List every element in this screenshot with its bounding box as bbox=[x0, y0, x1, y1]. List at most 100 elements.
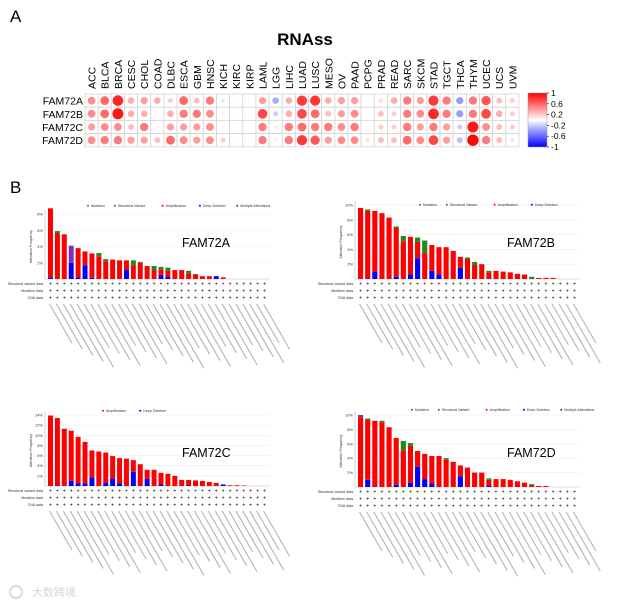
x-tick-label bbox=[408, 303, 442, 360]
correlation-dot bbox=[192, 109, 201, 118]
bar-segment-deep-deletion bbox=[117, 483, 123, 486]
x-tick-label bbox=[359, 511, 383, 552]
data-available-mark: + bbox=[90, 503, 93, 509]
data-available-mark: + bbox=[146, 289, 149, 295]
data-available-mark: + bbox=[502, 490, 505, 496]
column-label: OV bbox=[336, 74, 348, 89]
bar-segment-deep-deletion bbox=[457, 476, 463, 487]
data-available-mark: + bbox=[222, 496, 225, 502]
bar-segment-deep-deletion bbox=[457, 267, 463, 279]
data-available-mark: + bbox=[537, 504, 540, 510]
x-tick-label bbox=[487, 303, 514, 349]
bar-segment-mutation bbox=[472, 261, 478, 265]
data-available-mark: + bbox=[430, 490, 433, 496]
data-available-mark: + bbox=[229, 496, 232, 502]
correlation-dot bbox=[205, 96, 215, 105]
column-label: LAML bbox=[258, 61, 270, 89]
bar-segment-amplification bbox=[500, 271, 506, 279]
data-available-mark: + bbox=[118, 289, 121, 295]
correlation-dot bbox=[365, 138, 370, 143]
x-tick-label bbox=[104, 510, 141, 574]
correlation-dot bbox=[378, 98, 383, 103]
column-label: UVM bbox=[507, 66, 519, 89]
data-available-mark: + bbox=[573, 282, 576, 288]
data-available-mark: + bbox=[249, 282, 252, 288]
data-available-mark: + bbox=[56, 489, 59, 495]
x-tick-label bbox=[366, 511, 394, 558]
data-available-mark: + bbox=[63, 496, 66, 502]
data-available-mark: + bbox=[173, 489, 176, 495]
data-available-mark: + bbox=[559, 490, 562, 496]
bar-segment-deep-deletion bbox=[89, 477, 95, 486]
data-available-mark: + bbox=[56, 289, 59, 295]
bar-segment-amplification bbox=[493, 479, 499, 487]
data-available-mark: + bbox=[166, 496, 169, 502]
bar-segment-mutation bbox=[165, 267, 171, 271]
bar-segment-amplification bbox=[179, 270, 185, 279]
x-tick-label bbox=[551, 303, 580, 352]
bar-segment-mutation bbox=[464, 257, 471, 260]
bar-segment-amplification bbox=[206, 276, 212, 279]
correlation-dot bbox=[456, 96, 464, 105]
correlation-dot bbox=[442, 109, 451, 118]
correlation-dot bbox=[310, 109, 320, 119]
x-tick-label bbox=[49, 303, 73, 344]
data-available-mark: + bbox=[480, 296, 483, 302]
bar-segment-amplification bbox=[137, 464, 143, 486]
y-tick-label: 8% bbox=[37, 443, 43, 448]
x-tick-label bbox=[366, 303, 394, 350]
data-available-mark: + bbox=[256, 296, 259, 302]
x-tick-label bbox=[373, 303, 404, 356]
correlation-dot bbox=[140, 110, 148, 118]
x-tick-label bbox=[214, 303, 248, 360]
x-tick-label bbox=[249, 510, 285, 571]
correlation-dot bbox=[221, 125, 225, 129]
x-tick-label bbox=[480, 511, 519, 577]
data-available-mark: + bbox=[63, 489, 66, 495]
data-available-mark: + bbox=[530, 504, 533, 510]
data-available-mark: + bbox=[452, 490, 455, 496]
bar-segment-mutation bbox=[137, 261, 143, 263]
bar-segment-amplification bbox=[464, 259, 471, 279]
bar-segment-amplification bbox=[234, 485, 240, 486]
x-tick-label bbox=[159, 303, 194, 363]
correlation-dot bbox=[496, 97, 503, 104]
bar-segment-amplification bbox=[206, 481, 212, 486]
bar-segment-amplification bbox=[123, 260, 129, 271]
bar-segment-deep-deletion bbox=[407, 482, 414, 487]
correlation-dot bbox=[391, 124, 397, 130]
data-available-mark: + bbox=[146, 282, 149, 288]
data-available-mark: + bbox=[104, 503, 107, 509]
correlation-dot bbox=[100, 123, 109, 131]
y-tick-label: 2% bbox=[347, 262, 353, 267]
data-available-mark: + bbox=[480, 497, 483, 503]
correlation-dot bbox=[112, 108, 124, 120]
data-available-mark: + bbox=[194, 296, 197, 302]
y-tick-label: 10% bbox=[345, 413, 353, 418]
correlation-dot bbox=[350, 96, 359, 105]
bar-segment-amplification bbox=[436, 247, 442, 275]
x-tick-label bbox=[515, 511, 542, 555]
data-available-mark: + bbox=[97, 296, 100, 302]
correlation-dot bbox=[193, 97, 200, 104]
data-available-mark: + bbox=[49, 289, 52, 295]
data-available-mark: + bbox=[208, 296, 211, 302]
y-tick-label: 4% bbox=[37, 463, 43, 468]
data-available-mark: + bbox=[523, 296, 526, 302]
data-row-label: CNA data bbox=[28, 296, 43, 300]
data-available-mark: + bbox=[97, 489, 100, 495]
correlation-dot bbox=[403, 109, 412, 118]
bar-segment-amplification bbox=[358, 207, 364, 279]
x-tick-label bbox=[221, 303, 258, 366]
y-tick-label: 4% bbox=[37, 244, 43, 249]
bar-segment-amplification bbox=[514, 273, 520, 279]
data-available-mark: + bbox=[132, 503, 135, 509]
legend-label: Mutation bbox=[91, 204, 105, 208]
y-axis-title: Alteration Frequency bbox=[29, 230, 33, 263]
data-available-mark: + bbox=[423, 296, 426, 302]
data-available-mark: + bbox=[215, 289, 218, 295]
legend-marker bbox=[102, 409, 104, 412]
bar-segment-amplification bbox=[151, 469, 157, 486]
data-available-mark: + bbox=[466, 282, 469, 288]
bar-segment-deep-deletion bbox=[393, 276, 399, 279]
